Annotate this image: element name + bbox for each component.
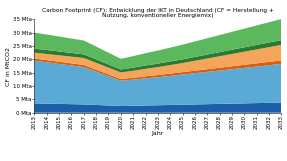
- Title: Carbon Footprint (CF): Entwicklung der IKT in Deutschland (CF = Herstellung + Nu: Carbon Footprint (CF): Entwicklung der I…: [42, 8, 274, 18]
- Y-axis label: CF in MtCO2: CF in MtCO2: [6, 47, 11, 85]
- X-axis label: Jahr: Jahr: [152, 131, 164, 136]
